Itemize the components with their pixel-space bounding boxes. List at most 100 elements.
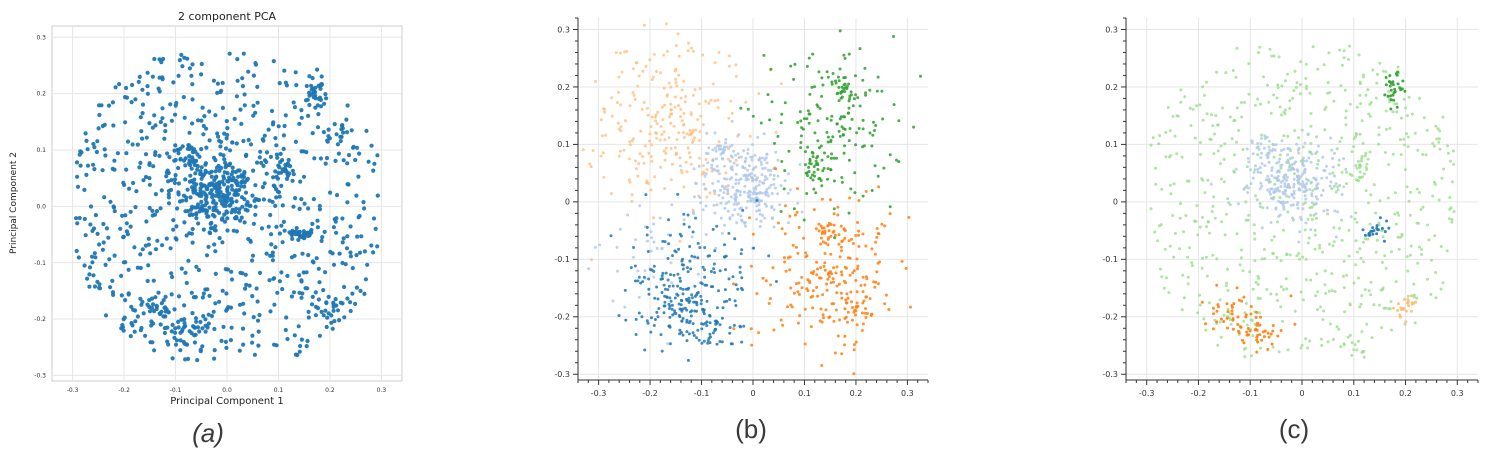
scatter-point: [827, 316, 831, 319]
scatter-point: [123, 298, 128, 303]
scatter-point: [271, 276, 276, 281]
scatter-point: [812, 187, 816, 191]
scatter-point: [133, 319, 138, 324]
scatter-point: [622, 148, 626, 152]
scatter-point: [821, 313, 825, 317]
scatter-point: [803, 342, 807, 346]
scatter-point: [315, 67, 320, 72]
scatter-point: [678, 315, 682, 319]
scatter-point: [1244, 200, 1248, 204]
scatter-point: [677, 54, 681, 58]
scatter-point: [292, 333, 297, 338]
scatter-point: [693, 294, 697, 298]
scatter-point: [761, 276, 765, 280]
scatter-point: [75, 221, 80, 226]
scatter-point: [1266, 348, 1270, 351]
x-tick-label: 0: [750, 389, 755, 398]
scatter-point: [190, 226, 195, 232]
scatter-point: [1260, 257, 1264, 261]
scatter-point: [743, 184, 747, 188]
scatter-point: [855, 257, 859, 261]
scatter-point: [1279, 180, 1283, 184]
scatter-point: [104, 226, 109, 231]
scatter-point: [732, 149, 736, 153]
scatter-point: [1330, 272, 1334, 276]
scatter-point: [627, 178, 631, 182]
scatter-point: [188, 207, 193, 212]
scatter-point: [645, 225, 649, 229]
scatter-point: [257, 270, 263, 275]
scatter-point: [1196, 233, 1200, 237]
scatter-point: [770, 100, 774, 104]
scatter-point: [222, 157, 227, 162]
scatter-point: [853, 171, 857, 175]
scatter-point: [230, 140, 235, 145]
scatter-point: [1178, 216, 1182, 220]
scatter-point: [200, 344, 205, 349]
scatter-point: [801, 127, 805, 131]
scatter-point: [1360, 294, 1364, 298]
scatter-point: [147, 182, 152, 187]
scatter-point: [1256, 153, 1260, 157]
scatter-point: [332, 122, 337, 127]
scatter-point: [760, 163, 763, 166]
scatter-point: [1254, 281, 1258, 284]
scatter-point: [1284, 79, 1287, 83]
scatter-point: [826, 135, 830, 139]
scatter-point: [190, 82, 195, 87]
scatter-point: [704, 99, 708, 103]
scatter-point: [82, 263, 87, 268]
scatter-point: [1288, 164, 1292, 168]
scatter-point: [95, 231, 100, 236]
scatter-point: [201, 314, 206, 319]
scatter-point: [206, 214, 211, 219]
scatter-point: [1288, 99, 1292, 103]
scatter-point: [843, 90, 847, 93]
scatter-point: [715, 203, 719, 207]
scatter-point: [797, 281, 801, 285]
scatter-point: [277, 165, 282, 170]
scatter-point: [108, 199, 113, 204]
scatter-point: [1404, 320, 1408, 324]
scatter-point: [1242, 347, 1246, 351]
scatter-point: [143, 174, 149, 180]
scatter-point: [830, 114, 834, 118]
scatter-point: [863, 66, 867, 70]
scatter-point: [1283, 182, 1287, 186]
scatter-point: [173, 143, 178, 148]
scatter-point: [1384, 306, 1388, 310]
scatter-point: [296, 324, 301, 329]
scatter-point: [1211, 327, 1215, 331]
scatter-point: [909, 305, 912, 309]
scatter-point: [95, 139, 100, 144]
scatter-point: [245, 208, 250, 213]
scatter-point: [837, 242, 841, 246]
scatter-point: [643, 23, 646, 27]
scatter-point: [1222, 313, 1226, 317]
scatter-point: [1206, 220, 1210, 224]
scatter-point: [816, 267, 819, 271]
scatter-point: [717, 172, 721, 176]
scatter-point: [734, 63, 738, 67]
scatter-point: [273, 203, 278, 208]
scatter-point: [1365, 162, 1369, 166]
scatter-point: [875, 89, 879, 93]
scatter-point: [286, 157, 291, 163]
scatter-point: [1358, 163, 1362, 167]
scatter-point: [191, 295, 196, 300]
scatter-point: [843, 236, 847, 240]
scatter-point: [1336, 185, 1339, 189]
scatter-point: [631, 67, 635, 71]
scatter-point: [242, 197, 247, 202]
scatter-point: [1330, 187, 1334, 191]
scatter-point: [1280, 84, 1284, 88]
scatter-point: [1259, 156, 1263, 160]
x-tick-label: -0.2: [118, 387, 130, 394]
scatter-point: [1406, 114, 1409, 118]
scatter-point: [864, 93, 868, 97]
scatter-point: [1390, 328, 1393, 332]
scatter-point: [742, 324, 746, 328]
scatter-point: [626, 213, 629, 217]
scatter-point: [173, 157, 178, 163]
scatter-point: [333, 297, 338, 302]
